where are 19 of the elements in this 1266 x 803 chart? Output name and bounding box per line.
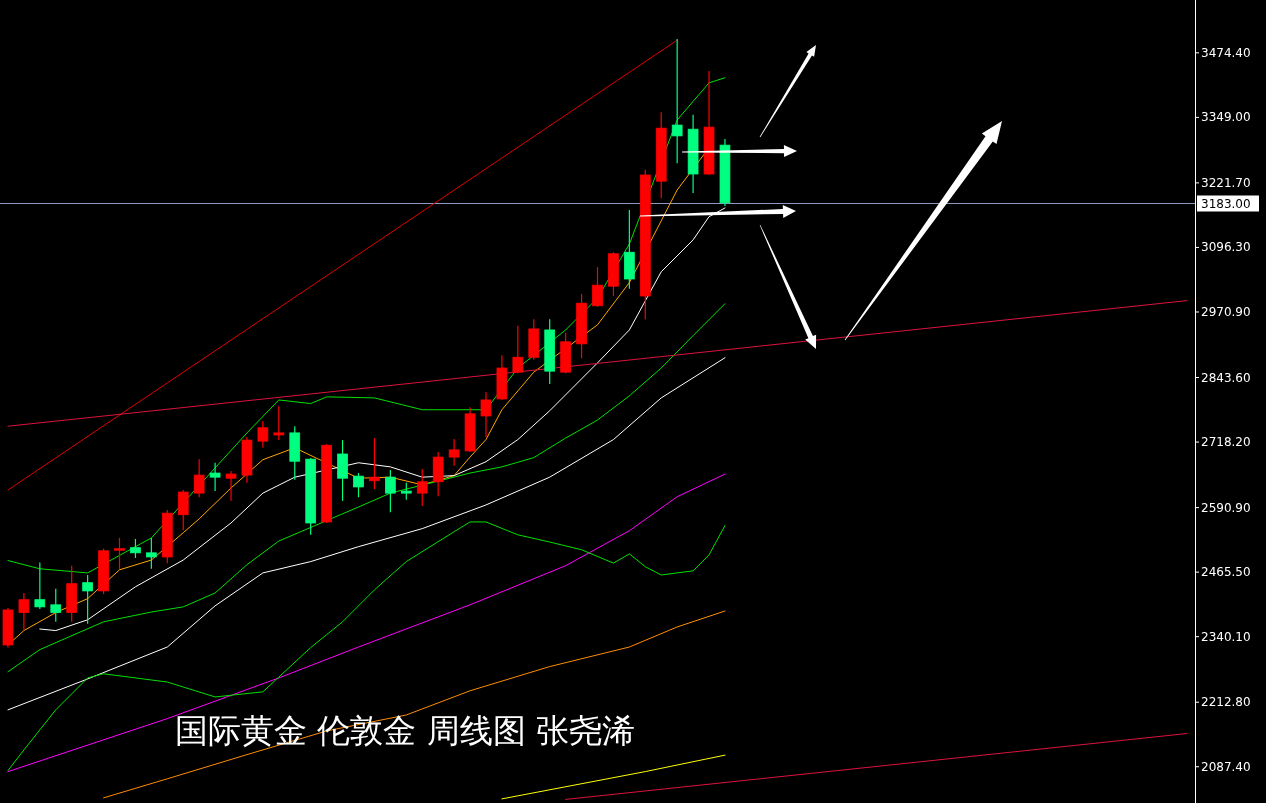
y-tick-label: 3474.40 bbox=[1201, 45, 1251, 60]
line-series bbox=[39, 207, 726, 632]
y-tick-label: 2970.90 bbox=[1201, 304, 1251, 319]
y-tick-label: 3221.70 bbox=[1201, 175, 1251, 190]
line-series bbox=[7, 521, 726, 772]
y-tick-label: 2087.40 bbox=[1201, 759, 1251, 774]
y-tick-label: 3096.30 bbox=[1201, 240, 1251, 255]
y-tick-label: 2718.20 bbox=[1201, 435, 1251, 450]
line-series bbox=[7, 473, 726, 773]
y-tick-label: 2590.90 bbox=[1201, 500, 1251, 515]
line-series bbox=[103, 610, 726, 799]
y-tick-label: 2212.80 bbox=[1201, 695, 1251, 710]
ref-line-label: 3183.00 bbox=[1201, 197, 1251, 211]
y-tick-label: 3349.00 bbox=[1201, 110, 1251, 125]
y-tick-label: 2843.60 bbox=[1201, 370, 1251, 385]
line-series bbox=[7, 357, 726, 711]
y-tick-label: 2340.10 bbox=[1201, 629, 1251, 644]
y-tick-label: 2465.50 bbox=[1201, 565, 1251, 580]
line-series bbox=[7, 303, 726, 673]
